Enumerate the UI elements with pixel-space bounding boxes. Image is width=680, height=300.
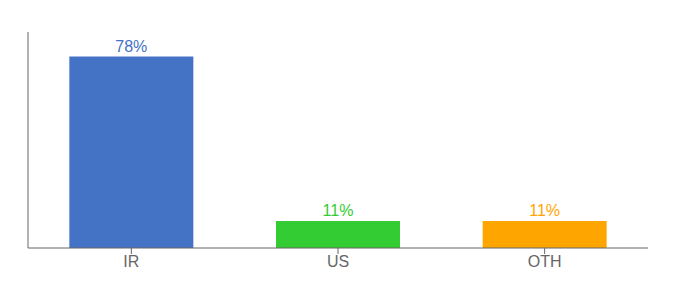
svg-text:US: US [327, 253, 349, 270]
svg-text:11%: 11% [323, 202, 354, 219]
svg-text:11%: 11% [529, 202, 560, 219]
svg-text:78%: 78% [115, 38, 147, 55]
svg-text:OTH: OTH [528, 253, 562, 270]
svg-text:IR: IR [123, 253, 139, 270]
